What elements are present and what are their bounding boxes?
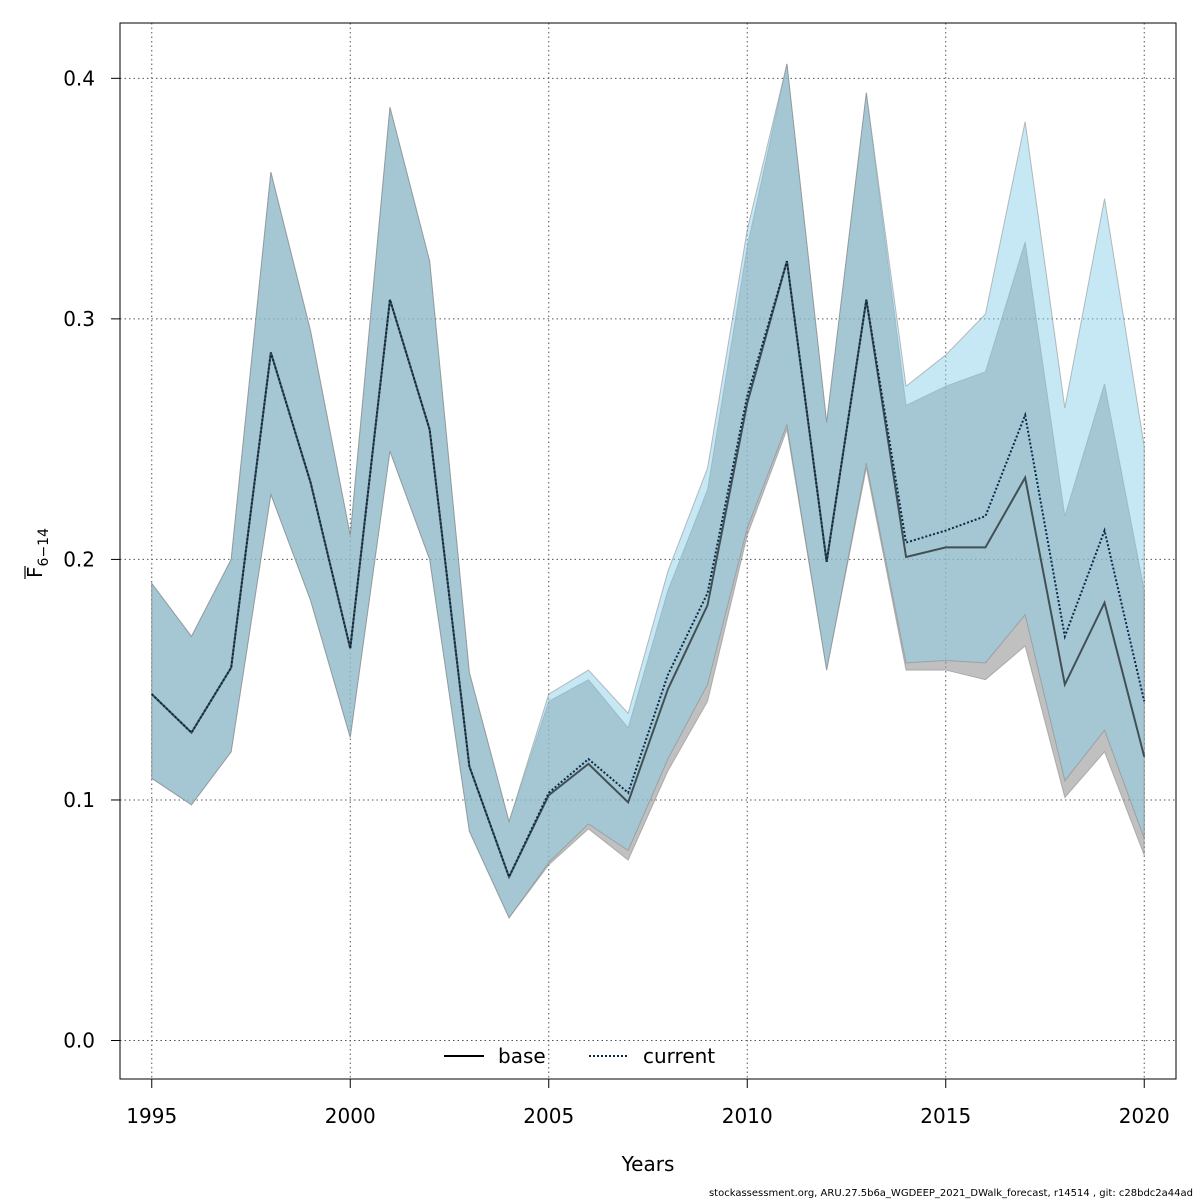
- footer-note: stockassessment.org, ARU.27.5b6a_WGDEEP_…: [709, 1188, 1193, 1199]
- legend-label-base: base: [498, 1044, 546, 1068]
- y-tick-label-0: 0.0: [63, 1029, 95, 1053]
- y-tick-label-4: 0.4: [63, 66, 95, 90]
- svg-text:F6−14: F6−14: [23, 528, 52, 578]
- x-tick-label-2015: 2015: [920, 1104, 971, 1128]
- y-axis-title-main: F: [23, 566, 47, 578]
- x-tick-label-2020: 2020: [1119, 1104, 1170, 1128]
- x-tick-label-1995: 1995: [126, 1104, 177, 1128]
- x-tick-label-2000: 2000: [325, 1104, 376, 1128]
- y-axis: 0.0 0.1 0.2 0.3 0.4: [63, 66, 120, 1053]
- y-tick-label-2: 0.2: [63, 547, 95, 571]
- y-axis-title: F6−14: [23, 528, 52, 579]
- legend-label-current: current: [643, 1044, 715, 1068]
- series-lines: [151, 260, 1146, 880]
- confidence-bands: [151, 63, 1145, 919]
- x-tick-label-2005: 2005: [523, 1104, 574, 1128]
- line-current: [151, 260, 1146, 880]
- y-tick-label-3: 0.3: [63, 307, 95, 331]
- plot-frame: [119, 22, 1177, 1080]
- y-axis-title-sub: 6−14: [36, 528, 52, 567]
- x-axis: 1995 2000 2005 2010 2015 2020: [126, 1079, 1170, 1128]
- band-current: [151, 63, 1145, 919]
- x-tick-label-2010: 2010: [722, 1104, 773, 1128]
- x-axis-title: Years: [621, 1152, 675, 1176]
- y-tick-label-1: 0.1: [63, 788, 95, 812]
- legend: base current: [444, 1044, 715, 1068]
